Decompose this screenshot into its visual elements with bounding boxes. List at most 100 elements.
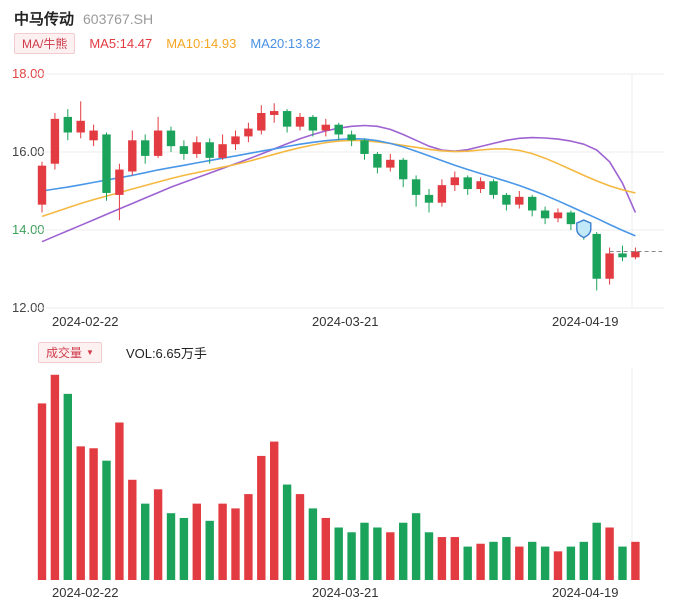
candlestick[interactable] (605, 253, 614, 279)
volume-bar[interactable] (205, 520, 214, 580)
volume-bar[interactable] (76, 446, 85, 580)
volume-bar[interactable] (128, 479, 137, 580)
volume-bar[interactable] (386, 532, 395, 580)
volume-bar[interactable] (257, 455, 266, 580)
volume-bar[interactable] (528, 541, 537, 580)
volume-bar[interactable] (489, 541, 498, 580)
volume-bar[interactable] (553, 551, 563, 580)
candlestick[interactable] (515, 196, 524, 205)
candlestick[interactable] (450, 177, 459, 186)
volume-bar[interactable] (270, 441, 279, 580)
volume-bar[interactable] (463, 546, 472, 580)
volume-bar[interactable] (334, 527, 343, 581)
candlestick[interactable] (270, 111, 279, 115)
candlestick[interactable] (166, 130, 176, 147)
volume-bar[interactable] (360, 522, 369, 580)
candlestick[interactable] (373, 153, 382, 168)
candlestick[interactable] (424, 194, 434, 203)
volume-bar[interactable] (244, 494, 253, 580)
candlestick[interactable] (89, 130, 98, 141)
candlestick[interactable] (179, 146, 189, 154)
candlestick[interactable] (502, 194, 511, 205)
candlestick[interactable] (308, 116, 318, 131)
volume-bar[interactable] (373, 527, 382, 581)
volume-bar[interactable] (115, 422, 124, 581)
candlestick[interactable] (257, 113, 266, 131)
volume-bar[interactable] (308, 508, 318, 580)
candlestick[interactable] (321, 124, 330, 131)
candlestick[interactable] (566, 212, 576, 225)
candlestick[interactable] (540, 210, 550, 219)
volume-bar[interactable] (450, 537, 459, 580)
candlestick[interactable] (528, 196, 537, 211)
candlestick[interactable] (618, 253, 627, 258)
volume-bar[interactable] (63, 393, 72, 580)
volume-bar[interactable] (579, 541, 588, 580)
volume-bar[interactable] (411, 513, 421, 580)
candlestick[interactable] (63, 116, 72, 133)
candlestick[interactable] (295, 116, 305, 127)
candlestick[interactable] (115, 169, 124, 195)
candlestick[interactable] (102, 134, 111, 193)
volume-bar[interactable] (540, 546, 550, 580)
candlestick[interactable] (128, 140, 137, 172)
ma-mode-badge[interactable]: MA/牛熊 (14, 33, 76, 54)
volume-bar[interactable] (153, 489, 163, 580)
volume-bar[interactable] (618, 546, 627, 580)
candlestick[interactable] (244, 128, 253, 137)
candlestick[interactable] (411, 179, 421, 195)
candlestick[interactable] (282, 111, 292, 127)
candlestick[interactable] (489, 181, 498, 195)
volume-bar[interactable] (515, 546, 524, 580)
volume-bar[interactable] (566, 546, 576, 580)
volume-bar[interactable] (231, 508, 240, 580)
volume-bar[interactable] (437, 537, 447, 580)
volume-bar[interactable] (89, 448, 98, 580)
candlestick[interactable] (334, 124, 343, 135)
volume-bar[interactable] (631, 541, 640, 580)
volume-bar[interactable] (192, 503, 201, 580)
candlestick[interactable] (231, 136, 240, 145)
candlestick[interactable] (205, 142, 214, 158)
candlestick[interactable] (218, 144, 227, 158)
candlestick[interactable] (76, 120, 85, 133)
volume-bar[interactable] (476, 543, 485, 580)
volume-bar[interactable] (592, 522, 601, 580)
candlestick[interactable] (553, 212, 563, 219)
candlestick[interactable] (347, 134, 356, 141)
candlestick[interactable] (476, 181, 485, 190)
candlestick[interactable] (399, 159, 408, 180)
volume-bar[interactable] (218, 503, 227, 580)
candlestick[interactable] (463, 177, 472, 190)
y-tick-12: 12.00 (12, 300, 45, 315)
candlestick[interactable] (631, 251, 640, 258)
candlestick[interactable] (153, 130, 163, 156)
candlestick[interactable] (360, 140, 369, 154)
volume-bar[interactable] (282, 484, 292, 580)
volume-bar[interactable] (295, 494, 305, 580)
candlestick[interactable] (37, 165, 47, 205)
volume-bar[interactable] (399, 522, 408, 580)
volume-bar[interactable] (321, 517, 330, 580)
volume-bar[interactable] (424, 532, 434, 580)
volume-bar[interactable] (347, 532, 356, 580)
volume-bar[interactable] (37, 403, 47, 580)
volume-bar[interactable] (166, 513, 176, 580)
volume-bar[interactable] (102, 460, 111, 580)
volume-bar[interactable] (50, 374, 60, 580)
shield-marker-icon[interactable] (576, 219, 592, 239)
candlestick[interactable] (141, 140, 150, 156)
volume-bar[interactable] (605, 527, 614, 581)
candlestick[interactable] (592, 233, 601, 279)
candlestick[interactable] (192, 142, 201, 154)
date-tick: 2024-04-19 (552, 314, 619, 329)
volume-bar[interactable] (179, 517, 189, 580)
volume-indicator-selector[interactable]: 成交量 ▼ (38, 342, 102, 363)
volume-chart[interactable] (0, 364, 686, 586)
candlestick[interactable] (386, 159, 395, 168)
candlestick[interactable] (50, 118, 60, 164)
volume-bar[interactable] (141, 503, 150, 580)
volume-bar[interactable] (502, 537, 511, 580)
candlestick[interactable] (437, 185, 447, 203)
candlestick-chart[interactable] (0, 60, 686, 312)
